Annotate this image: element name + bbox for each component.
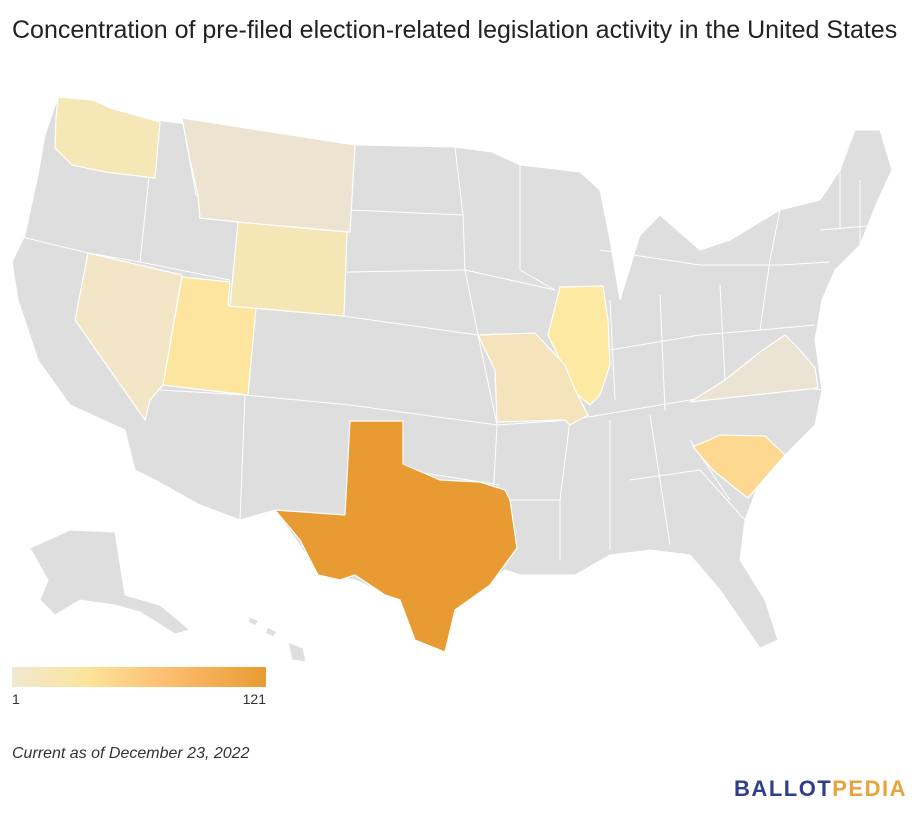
state-illinois[interactable]: [547, 285, 611, 406]
hawaii: [287, 641, 307, 663]
legend-max-label: 121: [242, 691, 266, 707]
state-montana[interactable]: [181, 117, 356, 233]
us-outline: [11, 96, 893, 653]
legend-gradient-bar: [12, 667, 266, 687]
map-title: Concentration of pre-filed election-rela…: [12, 16, 898, 44]
alaska: [29, 529, 192, 635]
logo-part-pedia: PEDIA: [832, 776, 907, 801]
state-virginia[interactable]: [689, 334, 819, 403]
legend-min-label: 1: [12, 691, 20, 707]
legend-labels: 1 121: [12, 691, 266, 711]
state-south-carolina[interactable]: [692, 434, 786, 499]
state-missouri[interactable]: [477, 332, 589, 426]
state-washington[interactable]: [54, 96, 161, 179]
hawaii-island: [266, 628, 276, 636]
state-wyoming[interactable]: [229, 221, 348, 317]
date-note: Current as of December 23, 2022: [12, 745, 250, 762]
hawaii-island: [249, 618, 258, 625]
logo-part-ballot: BALLOT: [734, 776, 833, 801]
state-texas[interactable]: [274, 420, 518, 653]
state-nevada[interactable]: [74, 252, 183, 421]
us-choropleth-map: [11, 96, 893, 663]
color-legend: 1 121: [12, 667, 266, 711]
ballotpedia-logo: BALLOTPEDIA: [734, 776, 907, 802]
